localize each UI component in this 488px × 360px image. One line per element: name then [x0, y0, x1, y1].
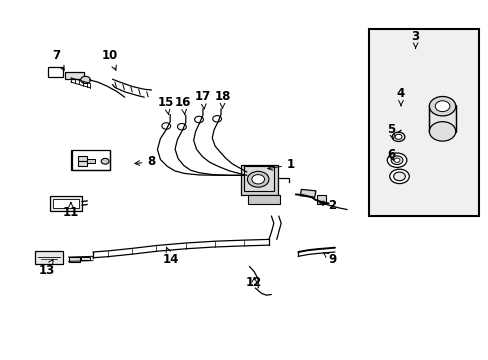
Text: 9: 9	[323, 252, 336, 266]
Bar	[35, 251, 63, 264]
Circle shape	[428, 122, 455, 141]
Circle shape	[393, 172, 405, 181]
Circle shape	[390, 156, 402, 165]
Text: 18: 18	[214, 90, 230, 109]
Text: 12: 12	[245, 276, 262, 289]
Circle shape	[386, 153, 406, 167]
Circle shape	[212, 116, 221, 122]
Bar	[81, 257, 90, 260]
Bar	[248, 195, 279, 204]
Bar	[87, 159, 95, 163]
Bar	[368, 29, 478, 216]
Circle shape	[428, 96, 455, 116]
Circle shape	[389, 169, 408, 184]
Text: 6: 6	[386, 148, 394, 161]
Circle shape	[394, 134, 401, 139]
Bar	[240, 165, 277, 195]
Circle shape	[251, 175, 264, 184]
Text: 7: 7	[52, 49, 64, 71]
Text: 4: 4	[396, 87, 404, 106]
Text: 10: 10	[102, 49, 118, 70]
Circle shape	[177, 123, 186, 130]
Bar	[50, 196, 82, 211]
Text: 14: 14	[163, 247, 179, 266]
Bar	[69, 257, 80, 262]
Text: 16: 16	[175, 96, 191, 115]
Circle shape	[434, 101, 449, 112]
Bar	[244, 166, 274, 191]
Text: 3: 3	[411, 30, 419, 48]
Bar	[428, 105, 455, 132]
Text: 17: 17	[194, 90, 211, 109]
Text: 15: 15	[158, 96, 174, 115]
Circle shape	[391, 132, 404, 141]
Bar	[78, 156, 86, 161]
Bar	[300, 189, 315, 197]
Text: 13: 13	[38, 260, 55, 276]
Circle shape	[194, 116, 203, 123]
Text: 2: 2	[319, 199, 336, 212]
Text: 5: 5	[386, 123, 394, 139]
Circle shape	[247, 171, 268, 187]
Circle shape	[162, 123, 170, 129]
Bar	[71, 150, 110, 170]
Bar	[48, 67, 62, 77]
Circle shape	[393, 158, 399, 162]
Text: 8: 8	[135, 156, 155, 168]
Bar	[53, 199, 79, 208]
Bar	[78, 161, 86, 166]
Bar	[64, 72, 84, 79]
Bar	[317, 194, 325, 204]
Circle shape	[101, 158, 109, 164]
Circle shape	[81, 76, 90, 84]
Text: 11: 11	[62, 203, 79, 219]
Text: 1: 1	[267, 158, 294, 171]
